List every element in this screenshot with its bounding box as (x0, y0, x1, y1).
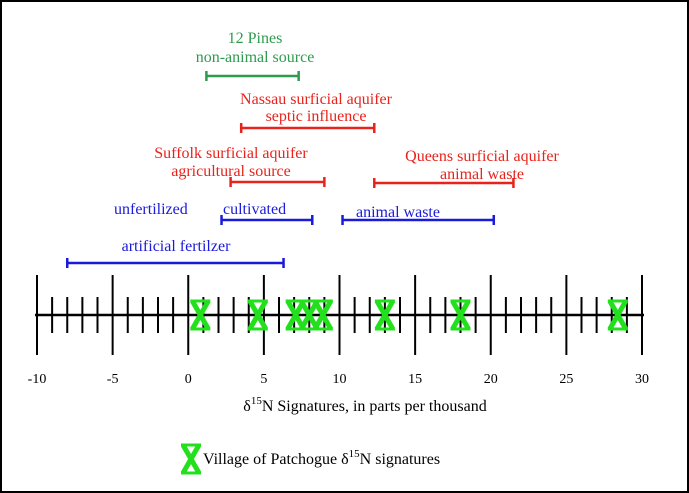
x-tick-label: 20 (484, 372, 498, 387)
data-point-marker (312, 299, 334, 331)
range-label: animal waste (356, 204, 440, 221)
range-label: Suffolk surficial aquifer (154, 145, 308, 162)
x-tick-label: 0 (185, 372, 192, 387)
legend-label: Village of Patchogue δ15N signatures (203, 448, 440, 468)
legend-marker-icon (180, 443, 202, 475)
data-point-marker (247, 299, 268, 331)
range-label: Queens surficial aquifer (405, 148, 559, 165)
x-tick-label: 5 (260, 372, 267, 387)
range-label: septic influence (266, 108, 367, 125)
range-label: artificial fertilzer (122, 238, 231, 255)
range-label: non-animal source (196, 49, 315, 66)
range-label: agricultural source (171, 163, 291, 180)
data-point-marker (607, 299, 628, 331)
range-label: unfertilized (114, 201, 188, 218)
x-axis-label: δ15N Signatures, in parts per thousand (243, 395, 486, 415)
range-label: Nassau surficial aquifer (240, 91, 393, 108)
range-label: cultivated (223, 201, 286, 218)
data-point-marker (190, 299, 211, 331)
range-label: animal waste (440, 166, 524, 183)
x-tick-label: -10 (28, 372, 47, 387)
range-label: 12 Pines (228, 30, 283, 47)
x-tick-label: 30 (635, 372, 649, 387)
x-tick-label: 10 (333, 372, 347, 387)
x-tick-label: 25 (559, 372, 573, 387)
x-tick-label: 15 (408, 372, 422, 387)
data-point-marker (374, 299, 396, 331)
x-tick-label: -5 (107, 372, 119, 387)
data-point-marker (450, 299, 471, 331)
